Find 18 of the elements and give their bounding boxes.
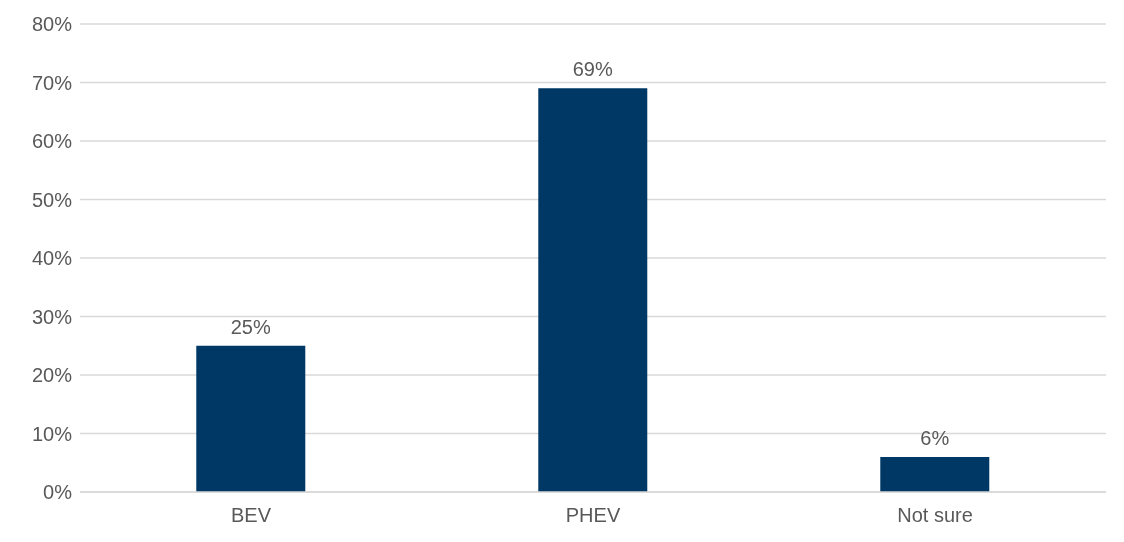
bar [880, 456, 990, 492]
y-tick-label: 40% [31, 247, 73, 270]
y-tick-label: 30% [31, 305, 73, 328]
x-tick-label: PHEV [565, 504, 621, 527]
y-tick-label: 80% [31, 13, 73, 36]
y-tick-label: 50% [31, 188, 73, 211]
y-tick-label: 10% [31, 422, 73, 445]
data-label: 25% [230, 315, 272, 338]
x-tick-label: Not sure [897, 504, 973, 527]
data-label: 6% [920, 426, 950, 449]
bar [538, 88, 648, 492]
y-tick-label: 70% [31, 71, 73, 94]
y-tick-label: 60% [31, 130, 73, 153]
x-tick-label: BEV [230, 504, 272, 527]
bar [196, 345, 306, 492]
y-tick-label: 20% [31, 364, 73, 387]
data-label: 69% [572, 58, 614, 81]
y-tick-label: 0% [43, 481, 73, 504]
